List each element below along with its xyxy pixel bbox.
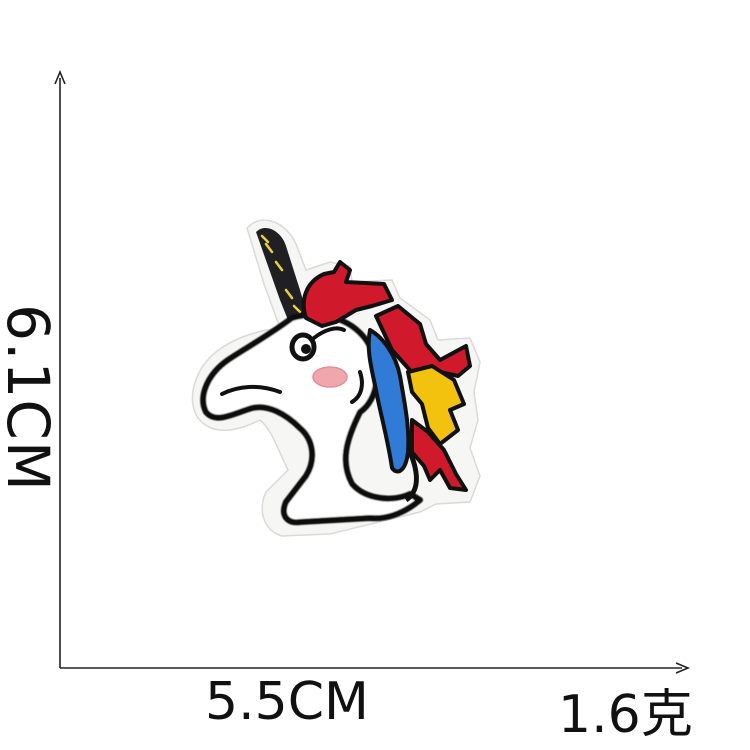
mane-blue (366, 328, 411, 474)
eye (289, 332, 317, 362)
mane-red-top (301, 260, 394, 328)
cheek-blush (312, 366, 348, 388)
width-arrow-icon (675, 662, 691, 674)
mane-red-tail (410, 418, 468, 492)
width-label: 5.5CM (205, 672, 369, 732)
height-label: 6.1CM (0, 304, 62, 492)
mane-yellow (406, 364, 466, 446)
smile (350, 370, 364, 404)
horn-stitches (260, 234, 302, 314)
unicorn-head (200, 312, 423, 526)
horn (256, 227, 308, 330)
eyelash (312, 326, 346, 340)
snout-line (220, 385, 282, 396)
neck-outline (404, 451, 419, 503)
height-arrow-icon (54, 69, 66, 85)
weight-label: 1.6克 (558, 685, 693, 745)
mane-red-lower (374, 304, 472, 386)
